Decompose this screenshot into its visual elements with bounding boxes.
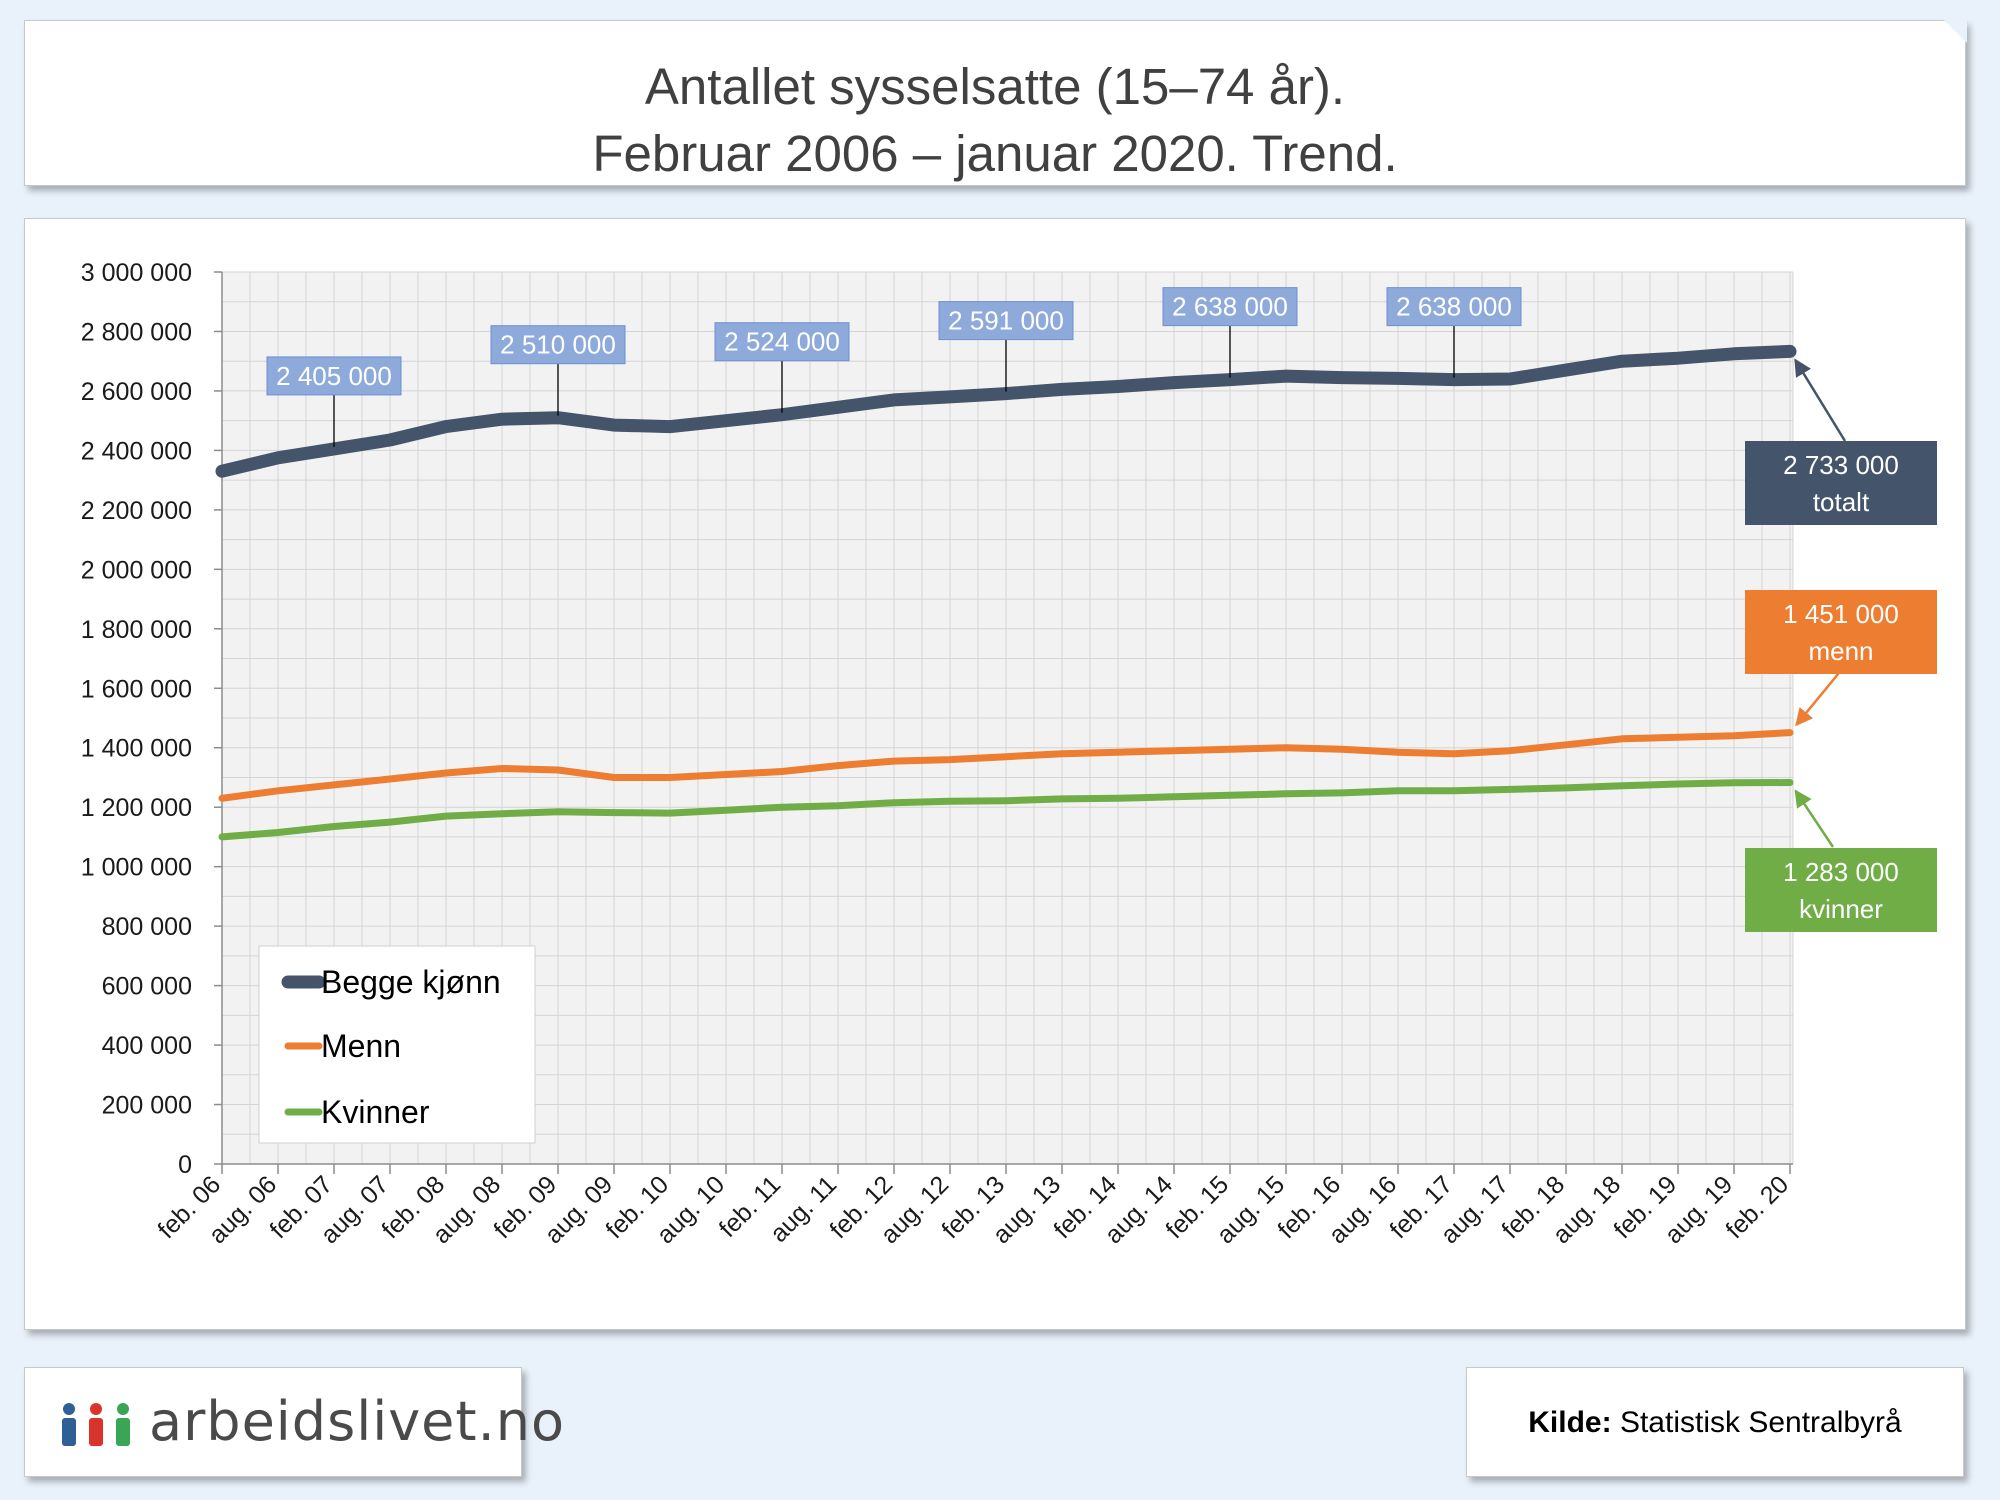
callout-label: 2 638 000 — [1396, 292, 1512, 322]
y-tick-label: 2 200 000 — [81, 497, 192, 525]
y-tick-label: 400 000 — [102, 1032, 192, 1060]
end-label-value: 2 733 000 — [1783, 450, 1899, 480]
end-label-women: 1 283 000 kvinner — [1745, 848, 1937, 932]
end-label-men: 1 451 000 menn — [1745, 590, 1937, 674]
source-text: Kilde: Statistisk Sentralbyrå — [1467, 1406, 1963, 1440]
y-tick-label: 2 800 000 — [81, 318, 192, 346]
end-label-box — [1745, 848, 1937, 932]
end-label-value: 1 283 000 — [1783, 857, 1899, 887]
end-label-name: totalt — [1813, 487, 1870, 517]
y-tick-label: 2 000 000 — [81, 556, 192, 584]
callout-box — [938, 301, 1074, 341]
callout-label: 2 524 000 — [724, 327, 840, 357]
y-tick-label: 1 800 000 — [81, 616, 192, 644]
y-tick-label: 1 600 000 — [81, 675, 192, 703]
end-label-box — [1745, 590, 1937, 674]
callout-label: 2 510 000 — [500, 330, 616, 360]
chart-title: Antallet sysselsatte (15–74 år). Februar… — [25, 53, 1965, 187]
callout-box — [714, 322, 850, 362]
callout-box — [1386, 287, 1522, 327]
end-label-arrow — [1794, 358, 1847, 442]
x-tick-label: feb. 20 — [1720, 1170, 1794, 1244]
y-tick-label: 1 000 000 — [81, 854, 192, 882]
end-label-total: 2 733 000 totalt — [1745, 441, 1937, 525]
end-label-name: menn — [1808, 636, 1873, 666]
logo-panel: arbeidslivet.no — [24, 1367, 564, 1477]
callout-label: 2 591 000 — [948, 306, 1064, 336]
series-line-men — [218, 729, 1794, 802]
chart-title-line-1: Antallet sysselsatte (15–74 år). — [644, 58, 1346, 115]
y-tick-label: 3 000 000 — [81, 259, 192, 287]
people-icon — [62, 1403, 130, 1446]
logo-text: arbeidslivet.no — [149, 1390, 565, 1453]
legend-label: Kvinner — [321, 1094, 430, 1130]
title-panel: Antallet sysselsatte (15–74 år). Februar… — [24, 19, 1967, 187]
y-tick-label: 2 400 000 — [81, 437, 192, 465]
legend-label: Begge kjønn — [321, 964, 501, 1000]
callout-box — [490, 325, 626, 365]
series-line-total — [215, 344, 1797, 478]
legend-label: Menn — [321, 1028, 401, 1064]
y-tick-label: 2 600 000 — [81, 378, 192, 406]
folded-corner — [1943, 19, 1967, 43]
source-panel: Kilde: Statistisk Sentralbyrå — [1466, 1367, 1964, 1477]
end-label-name: kvinner — [1799, 894, 1883, 924]
line-chart: 0 200 000 400 000 600 000 800 000 1 000 000 1 … — [81, 259, 1937, 1249]
y-tick-label: 0 — [178, 1151, 192, 1179]
end-label-value: 1 451 000 — [1783, 599, 1899, 629]
legend: Begge kjønn Menn Kvinner — [258, 945, 536, 1144]
source-value: Statistisk Sentralbyrå — [1619, 1406, 1902, 1439]
end-label-arrow — [1794, 789, 1835, 848]
end-label-arrow — [1795, 667, 1844, 727]
y-tick-label: 1 400 000 — [81, 735, 192, 763]
y-tick-label: 800 000 — [102, 913, 192, 941]
chart-panel: 0 200 000 400 000 600 000 800 000 1 000 000 1 … — [24, 218, 1966, 1330]
end-label-box — [1745, 441, 1937, 525]
y-tick-label: 600 000 — [102, 973, 192, 1001]
y-tick-label: 1 200 000 — [81, 794, 192, 822]
callout-label: 2 638 000 — [1172, 292, 1288, 322]
callout-box — [1162, 287, 1298, 327]
source-label: Kilde: — [1528, 1406, 1612, 1439]
series-line-women — [218, 779, 1794, 841]
callout-label: 2 405 000 — [276, 361, 392, 391]
y-tick-label: 200 000 — [102, 1092, 192, 1120]
callout-box — [266, 356, 402, 396]
chart-title-line-2: Februar 2006 – januar 2020. Trend. — [592, 125, 1398, 182]
